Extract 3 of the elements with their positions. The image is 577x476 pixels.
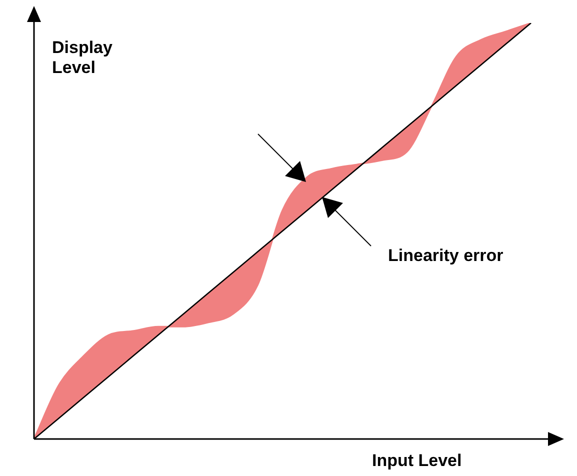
x-axis-title: Input Level: [372, 451, 462, 471]
annotation: Linearity error: [388, 246, 504, 266]
y-axis-title: Display Level: [52, 38, 114, 78]
